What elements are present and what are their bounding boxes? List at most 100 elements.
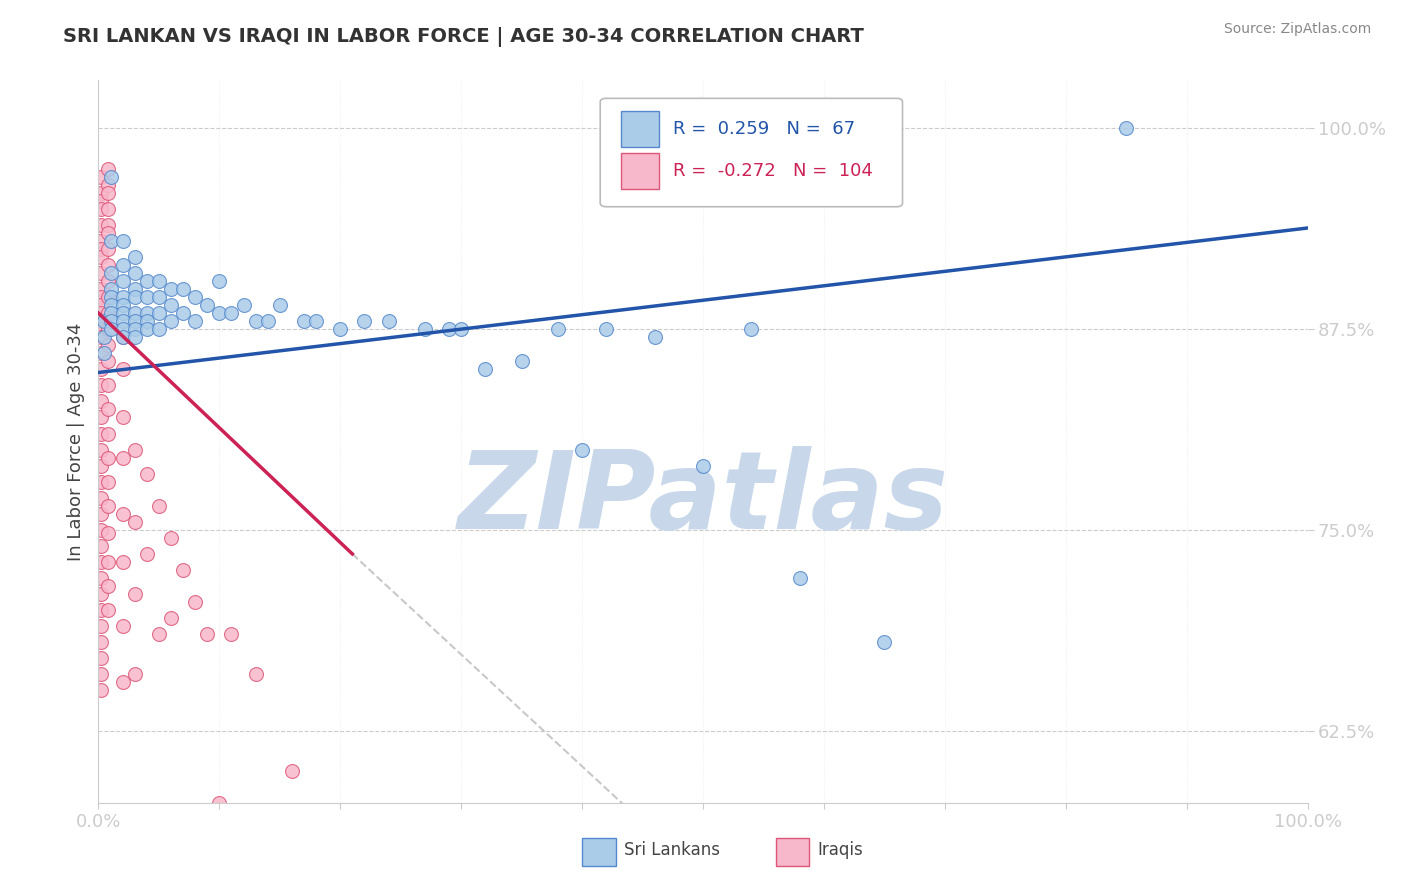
Point [100,266,122,280]
Y-axis label: In Labor Force | Age 30-34: In Labor Force | Age 30-34 [66,322,84,561]
Point [208,796,231,810]
Point [111,410,134,425]
Point [90,587,112,601]
Point [97,322,120,336]
Point [221,306,243,320]
Point [450,322,472,336]
Point [172,282,194,296]
Point [329,322,352,336]
Point [111,314,134,328]
Point [100,322,122,336]
Point [124,587,146,601]
Point [90,346,112,360]
Point [124,290,146,304]
Point [160,611,183,625]
Point [124,442,146,457]
Point [135,547,157,561]
Bar [621,153,659,189]
Point [111,555,134,569]
Point [100,298,122,312]
Point [90,186,112,200]
Point [644,330,666,344]
Point [148,274,170,288]
Point [571,442,593,457]
Point [160,314,183,328]
Point [148,306,170,320]
Point [90,442,112,457]
Point [124,330,146,344]
Point [90,475,112,489]
Point [135,290,157,304]
Point [90,169,112,184]
Point [353,314,375,328]
Point [160,531,183,545]
Point [148,499,170,513]
Point [90,290,112,304]
Point [90,306,112,320]
Point [97,579,120,593]
Point [111,322,134,336]
FancyBboxPatch shape [600,98,903,207]
Point [437,322,460,336]
Point [124,266,146,280]
Point [97,555,120,569]
Point [100,282,122,296]
Point [97,290,120,304]
Point [90,651,112,665]
Text: Sri Lankans: Sri Lankans [624,841,720,859]
Point [90,322,112,336]
Point [90,507,112,521]
Point [873,635,896,649]
Bar [621,111,659,147]
Point [148,627,170,641]
Point [90,242,112,256]
Point [135,322,157,336]
Point [90,282,112,296]
Point [245,667,267,681]
Point [172,306,194,320]
Point [124,515,146,529]
Point [232,298,254,312]
Point [184,314,207,328]
Point [97,450,120,465]
Point [124,667,146,681]
Point [90,523,112,537]
Point [124,322,146,336]
Point [111,298,134,312]
Point [111,258,134,272]
Point [184,290,207,304]
Point [97,202,120,216]
Text: R =  -0.272   N =  104: R = -0.272 N = 104 [672,161,873,179]
Point [90,202,112,216]
Point [111,306,134,320]
Point [184,595,207,609]
Point [97,178,120,192]
Point [111,507,134,521]
Text: Iraqis: Iraqis [818,841,863,859]
Point [90,667,112,681]
Point [100,169,122,184]
Point [90,635,112,649]
Point [208,274,231,288]
Point [90,194,112,208]
Point [90,330,112,344]
Text: ZIPatlas: ZIPatlas [457,446,949,552]
Point [413,322,436,336]
Point [111,290,134,304]
Text: SRI LANKAN VS IRAQI IN LABOR FORCE | AGE 30-34 CORRELATION CHART: SRI LANKAN VS IRAQI IN LABOR FORCE | AGE… [63,27,865,46]
Point [595,322,617,336]
Point [90,218,112,232]
Point [97,274,120,288]
Point [100,306,122,320]
Point [256,314,278,328]
Point [90,458,112,473]
Point [111,619,134,633]
Point [90,683,112,698]
Point [100,314,122,328]
Point [97,603,120,617]
Point [90,266,112,280]
Point [124,306,146,320]
Point [93,330,115,344]
Point [111,234,134,248]
Point [195,298,218,312]
